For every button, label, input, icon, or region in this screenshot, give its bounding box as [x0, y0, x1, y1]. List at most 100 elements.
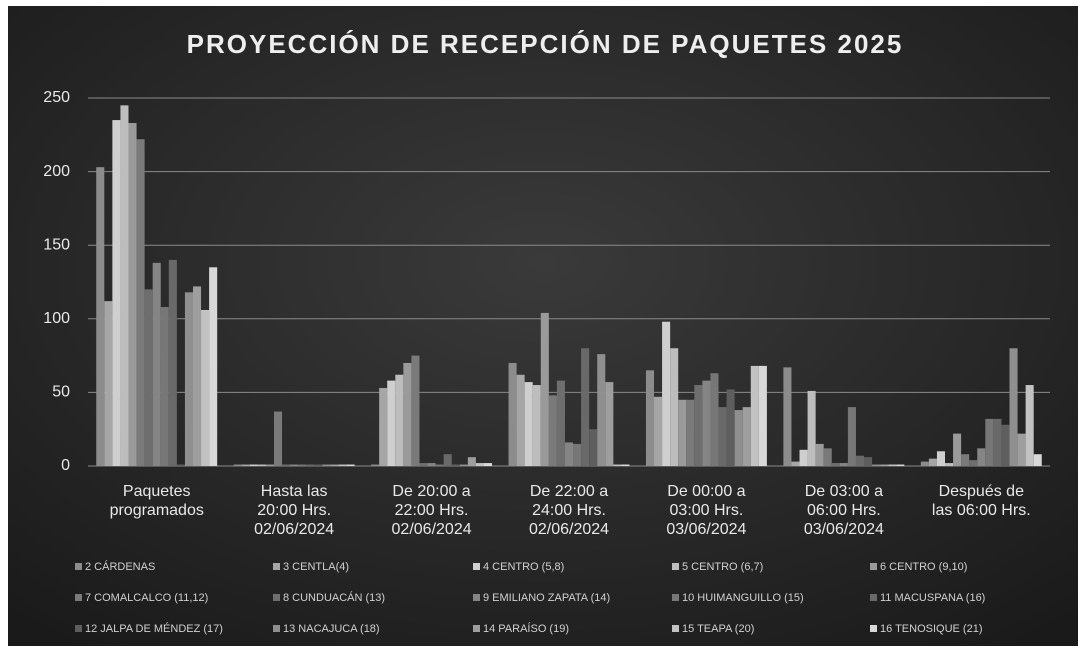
bar — [411, 355, 420, 466]
bar — [855, 455, 865, 466]
bar — [847, 407, 856, 466]
x-tick-label: De 00:00 a — [667, 483, 745, 500]
bar — [192, 286, 202, 466]
bar — [670, 348, 679, 466]
legend-swatch — [473, 563, 480, 570]
bar — [589, 429, 598, 466]
legend-label: 15 TEAPA (20) — [682, 623, 754, 635]
bar — [945, 463, 954, 466]
x-tick-label: De 22:00 a — [530, 483, 608, 500]
bar — [880, 464, 889, 466]
bar — [645, 370, 655, 466]
bar — [896, 464, 905, 466]
legend-label: 2 CÁRDENAS — [85, 560, 155, 573]
bar — [112, 120, 121, 466]
y-tick-label: 100 — [43, 310, 70, 327]
legend-swatch — [870, 563, 877, 570]
x-tick-label: De 20:00 a — [392, 483, 470, 500]
bar — [314, 464, 323, 466]
x-tick-label: 20:00 Hrs. — [257, 502, 331, 519]
bar — [290, 464, 299, 466]
bar — [475, 463, 484, 466]
legend-swatch — [672, 563, 679, 570]
bar — [864, 457, 873, 466]
bar — [104, 301, 113, 466]
bar — [581, 348, 590, 466]
bar — [831, 463, 840, 466]
chart-title: PROYECCIÓN DE RECEPCIÓN DE PAQUETES 2025 — [187, 29, 904, 59]
bar — [815, 443, 824, 466]
bar — [532, 385, 541, 466]
x-tick-label: 22:00 Hrs. — [395, 502, 469, 519]
legend-swatch — [75, 563, 82, 570]
x-tick-label: las 06:00 Hrs. — [932, 502, 1031, 519]
legend-label: 16 TENOSIQUE (21) — [880, 623, 983, 635]
bar — [282, 464, 291, 466]
bar — [249, 464, 258, 466]
legend-swatch — [273, 563, 280, 570]
x-tick-label: 06:00 Hrs. — [807, 502, 881, 519]
bar — [459, 464, 468, 466]
bar — [654, 396, 663, 466]
bar — [379, 387, 388, 466]
bar — [605, 382, 614, 466]
bar — [273, 411, 283, 466]
y-tick-label: 250 — [43, 89, 70, 106]
bar — [750, 365, 759, 466]
bar — [435, 464, 444, 466]
bar — [540, 312, 549, 466]
bar — [346, 464, 355, 466]
bar — [888, 464, 897, 466]
legend-label: 8 CUNDUACÁN (13) — [283, 591, 385, 604]
bar — [726, 389, 735, 466]
x-tick-label: 02/06/2024 — [529, 521, 609, 538]
legend-label: 14 PARAÍSO (19) — [483, 622, 569, 635]
bar — [1025, 385, 1034, 466]
y-tick-label: 50 — [52, 384, 70, 401]
x-tick-label: De 03:00 a — [805, 483, 883, 500]
x-tick-label: 03/06/2024 — [666, 521, 746, 538]
bar — [201, 309, 210, 466]
bar — [977, 448, 986, 466]
legend-label: 11 MACUSPANA (16) — [880, 592, 985, 604]
legend-label: 6 CENTRO (9,10) — [880, 561, 967, 573]
bar — [678, 399, 687, 466]
bar — [241, 464, 250, 466]
bar — [621, 464, 630, 466]
bar — [371, 464, 380, 466]
bar — [662, 321, 671, 466]
bar — [516, 374, 525, 466]
legend-swatch — [75, 594, 82, 601]
bar — [872, 464, 881, 466]
bar — [184, 292, 193, 466]
bar — [152, 262, 161, 466]
bar — [144, 289, 153, 466]
bar — [265, 464, 274, 466]
bar — [330, 464, 339, 466]
bar — [694, 385, 703, 466]
legend-swatch — [473, 594, 480, 601]
legend-label: 9 EMILIANO ZAPATA (14) — [483, 592, 610, 604]
bar — [686, 399, 695, 466]
x-tick-label: 24:00 Hrs. — [532, 502, 606, 519]
legend-swatch — [672, 625, 679, 632]
bar — [120, 105, 129, 467]
bar — [338, 464, 347, 466]
y-tick-label: 150 — [43, 236, 70, 253]
bar — [928, 458, 937, 466]
bar — [573, 443, 582, 466]
bar — [233, 464, 242, 466]
bar — [597, 354, 606, 466]
legend-swatch — [870, 594, 877, 601]
legend-label: 4 CENTRO (5,8) — [483, 561, 564, 573]
x-tick-label: programados — [110, 502, 204, 519]
legend-label: 3 CENTLA(4) — [283, 561, 349, 573]
bar — [96, 167, 105, 466]
bar — [160, 307, 169, 466]
bar — [1009, 348, 1018, 466]
bar — [427, 463, 436, 466]
bar — [322, 464, 331, 466]
bar — [953, 433, 962, 466]
bar — [742, 407, 751, 466]
